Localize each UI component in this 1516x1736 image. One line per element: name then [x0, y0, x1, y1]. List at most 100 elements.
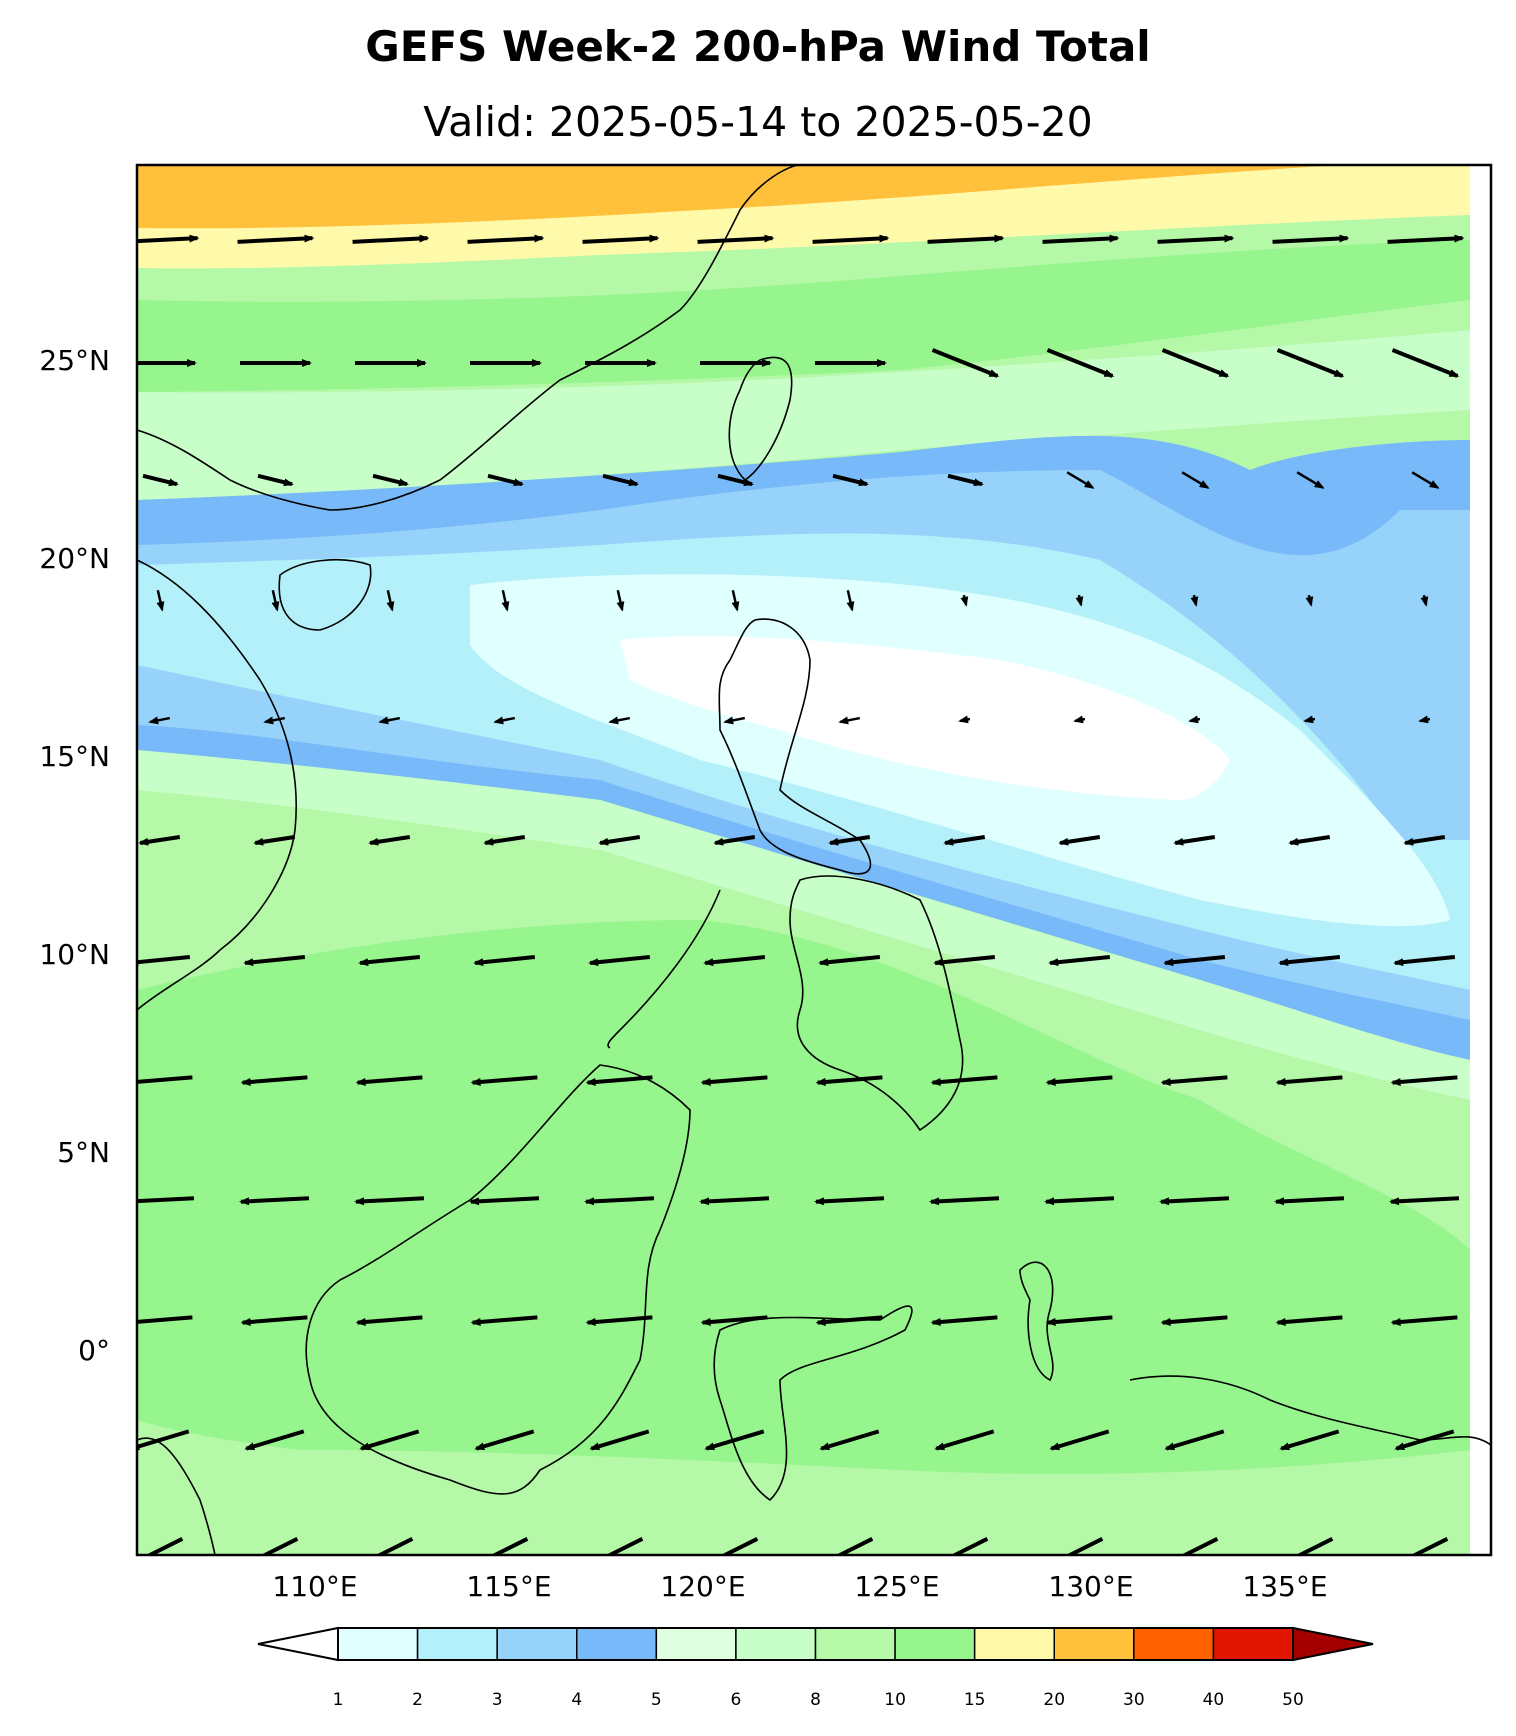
map-title: GEFS Week-2 200-hPa Wind Total: [365, 22, 1151, 71]
colorbar-tick-label: 10: [884, 1690, 906, 1710]
wind-vector: [386, 589, 395, 612]
wind-vector: [1075, 594, 1084, 607]
wind-vector: [355, 1315, 423, 1326]
wind-vector: [1045, 1075, 1113, 1086]
map-subtitle: Valid: 2025-05-14 to 2025-05-20: [423, 98, 1093, 146]
wind-vector: [608, 716, 631, 725]
wind-vector: [588, 955, 651, 967]
wind-vector: [1159, 1196, 1230, 1206]
wind-vector: [699, 1196, 770, 1206]
wind-vector: [1275, 1075, 1343, 1086]
wind-vector: [929, 1196, 1000, 1206]
wind-vector: [1387, 234, 1465, 244]
wind-vector: [960, 594, 969, 607]
colorbar-segment: [416, 1627, 498, 1661]
wind-vector: [352, 234, 430, 244]
wind-vector: [934, 1429, 995, 1451]
lat-label-0: 0°: [78, 1334, 110, 1367]
wind-vector: [933, 955, 996, 967]
colorbar-segment: [894, 1627, 976, 1661]
lon-label-115e: 115°E: [466, 1570, 552, 1603]
wind-vector: [1420, 594, 1429, 607]
colorbar-tick-label: 2: [412, 1690, 423, 1710]
wind-vector: [1046, 348, 1115, 378]
wind-vector: [156, 589, 165, 612]
wind-vector: [589, 1429, 650, 1451]
wind-vector: [263, 716, 286, 725]
wind-vector: [1160, 1315, 1228, 1326]
colorbar-tick-label: 50: [1282, 1690, 1304, 1710]
wind-vector: [958, 715, 971, 724]
wind-vector: [812, 234, 890, 244]
colorbar-segment: [496, 1627, 578, 1661]
colorbar-segment: [1133, 1627, 1215, 1661]
colorbar-segment: [735, 1627, 817, 1661]
wind-vector: [1161, 348, 1230, 378]
wind-vector: [1157, 234, 1235, 244]
wind-vector: [1055, 1537, 1104, 1555]
wind-vector: [355, 1075, 423, 1086]
wind-vector: [825, 1537, 874, 1555]
wind-vector: [137, 1075, 193, 1084]
colorbar-tick-label: 8: [810, 1690, 821, 1710]
wind-vector: [1274, 1196, 1345, 1206]
wind-vector: [378, 716, 401, 725]
wind-vector: [1391, 348, 1460, 378]
wind-speed-contours: [137, 165, 1491, 1555]
wind-vector: [137, 955, 191, 967]
colorbar-tick-label: 30: [1123, 1690, 1145, 1710]
wind-vector: [1394, 1429, 1455, 1451]
wind-vector: [700, 1315, 768, 1326]
wind-vector: [1042, 234, 1120, 244]
wind-vector: [710, 1537, 759, 1555]
wind-vector: [1044, 1196, 1115, 1206]
wind-vector: [704, 1429, 765, 1451]
wind-vectors: [137, 234, 1465, 1555]
colorbar-segment: [814, 1627, 896, 1661]
wind-vector: [470, 1075, 538, 1086]
colorbar-segment: [337, 1627, 419, 1661]
wind-vector: [1285, 1537, 1334, 1555]
wind-vector: [1403, 835, 1446, 846]
wind-vector: [148, 716, 171, 725]
wind-vector: [1305, 594, 1314, 607]
wind-vector: [469, 1196, 540, 1206]
wind-vector: [815, 1075, 883, 1086]
wind-vector: [1048, 955, 1111, 967]
colorbar-under-extension: [257, 1626, 339, 1662]
colorbar-over-extension: [1292, 1626, 1374, 1662]
wind-vector: [243, 955, 306, 967]
lon-label-125e: 125°E: [854, 1570, 940, 1603]
wind-vector: [474, 1429, 535, 1451]
wind-vector: [240, 1315, 308, 1326]
wind-vector: [584, 1196, 655, 1206]
wind-vector: [947, 473, 984, 487]
colorbar-tick-label: 6: [730, 1690, 742, 1710]
wind-vector: [1411, 471, 1440, 489]
wind-vector: [1390, 1315, 1458, 1326]
wind-vector: [1164, 1429, 1225, 1451]
wind-vector: [244, 1429, 305, 1451]
colorbar-segment: [576, 1627, 658, 1661]
wind-vector: [931, 348, 1000, 378]
colorbar-tick-label: 4: [571, 1690, 583, 1710]
colorbar-tick-label: 3: [491, 1690, 503, 1710]
colorbar-segment: [973, 1627, 1056, 1661]
wind-vector: [354, 1196, 425, 1206]
wind-vector: [1170, 1537, 1219, 1555]
wind-vector: [930, 1075, 998, 1086]
wind-vector: [815, 1315, 883, 1326]
wind-vector: [1303, 715, 1316, 724]
wind-vector: [1288, 835, 1331, 846]
wind-vector: [713, 835, 756, 846]
wind-vector: [483, 835, 526, 846]
wind-vector: [723, 716, 746, 725]
wind-vector: [138, 835, 181, 846]
lon-label-130e: 130°E: [1048, 1570, 1134, 1603]
wind-vector: [930, 1315, 998, 1326]
lon-label-110e: 110°E: [272, 1570, 358, 1603]
wind-vector: [1049, 1429, 1110, 1451]
wind-vector: [1389, 1196, 1460, 1206]
wind-vector: [257, 473, 294, 487]
